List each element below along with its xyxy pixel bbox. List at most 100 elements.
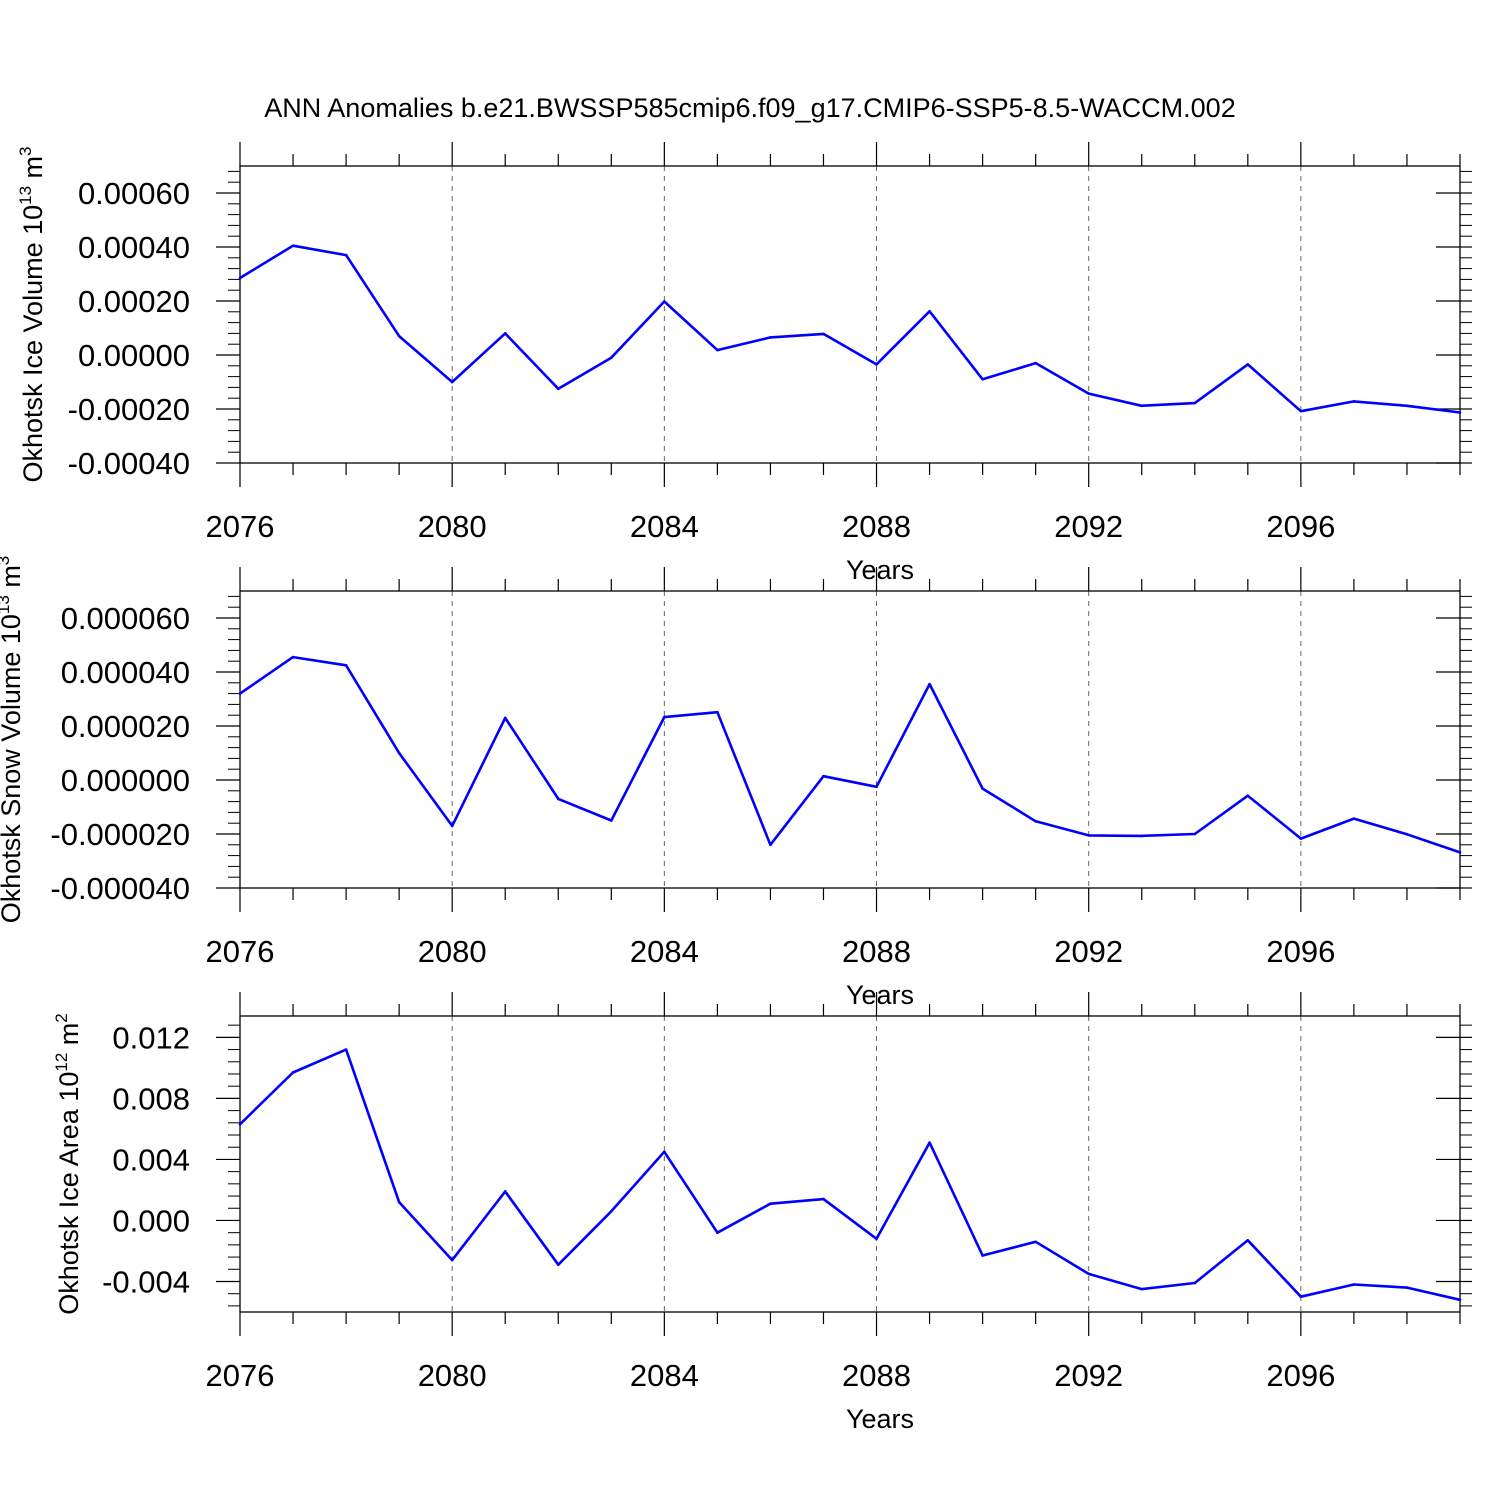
x-tick-label: 2080	[418, 509, 487, 544]
data-point	[450, 380, 454, 384]
data-point	[716, 710, 719, 714]
data-point	[344, 663, 348, 667]
data-point	[769, 1202, 772, 1205]
panels: 0.00060 0.00040 0.00020 0.00000 -0.00020 -0.0…	[0, 142, 1472, 1434]
data-point	[1087, 1272, 1090, 1276]
data-point	[291, 1071, 295, 1074]
data-point	[450, 1258, 454, 1262]
data-point	[610, 356, 613, 360]
y-tick-label: 0.00040	[78, 230, 190, 265]
data-point	[503, 716, 507, 720]
x-tick-label: 2080	[418, 1358, 487, 1393]
data-point	[822, 774, 825, 778]
y-tick-label: 0.000040	[61, 655, 190, 690]
data-point	[1193, 401, 1197, 405]
x-tick-label: 2088	[842, 509, 911, 544]
data-point	[344, 253, 348, 257]
data-point	[1299, 1295, 1303, 1299]
data-point	[663, 1150, 666, 1154]
data-point	[981, 378, 984, 381]
data-point	[875, 363, 878, 366]
data-point	[1299, 837, 1303, 840]
figure-title: ANN Anomalies b.e21.BWSSP585cmip6.f09_g1…	[264, 93, 1235, 123]
data-point	[610, 1209, 613, 1213]
x-tick-label: 2088	[842, 1358, 911, 1393]
x-axis-label: Years	[846, 1404, 914, 1434]
y-tick-label: 0.000020	[61, 709, 190, 744]
data-point	[1140, 1287, 1144, 1291]
data-point	[981, 787, 984, 790]
data-point	[1087, 834, 1090, 837]
data-point	[238, 1123, 242, 1126]
data-point	[716, 1231, 719, 1234]
data-point	[1193, 1281, 1197, 1285]
y-tick-label: 0.000060	[61, 601, 190, 636]
x-tick-label: 2092	[1054, 509, 1123, 544]
y-tick-label: 0.000	[112, 1203, 190, 1238]
chart-panel-3: 0.012 0.008 0.004 0.000 -0.004 2076 2080 2084 20…	[52, 992, 1472, 1434]
data-point	[1458, 851, 1462, 854]
data-point	[1246, 794, 1250, 797]
data-point	[556, 387, 560, 391]
data-point	[503, 332, 507, 335]
data-point	[769, 843, 772, 847]
data-point	[397, 1200, 401, 1204]
data-point	[238, 692, 242, 695]
data-point	[291, 655, 295, 659]
plot-frame	[239, 590, 1461, 889]
data-point	[1034, 361, 1037, 365]
data-point	[822, 1197, 825, 1201]
data-point	[397, 334, 401, 338]
y-tick-label: 0.000000	[61, 763, 190, 798]
data-point	[1034, 1240, 1037, 1244]
data-point	[1140, 834, 1144, 838]
x-axis-label: Years	[846, 555, 914, 585]
y-tick-label: 0.00000	[78, 338, 190, 373]
data-point	[875, 785, 878, 789]
plot-frame	[239, 1015, 1461, 1313]
y-tick-label: 0.00020	[78, 284, 190, 319]
data-point	[716, 348, 719, 352]
series-line	[239, 1048, 1461, 1302]
series-line	[239, 655, 1461, 854]
y-tick-label: -0.00020	[68, 392, 190, 427]
data-point	[450, 824, 454, 828]
data-point	[663, 300, 666, 303]
y-tick-label: -0.00040	[68, 446, 190, 481]
x-tick-label: 2084	[630, 1358, 699, 1393]
data-point	[822, 332, 825, 336]
data-point	[1246, 1238, 1250, 1242]
data-point	[556, 1263, 560, 1267]
data-point	[1246, 363, 1250, 366]
data-point	[981, 1254, 984, 1257]
data-point	[397, 751, 401, 755]
x-tick-label: 2088	[842, 934, 911, 969]
x-tick-label: 2096	[1266, 934, 1335, 969]
data-point	[291, 244, 295, 247]
series-line	[239, 244, 1461, 414]
y-tick-label: -0.004	[102, 1264, 190, 1299]
x-tick-label: 2096	[1266, 1358, 1335, 1393]
x-tick-label: 2092	[1054, 934, 1123, 969]
data-point	[610, 819, 613, 822]
x-tick-label: 2084	[630, 509, 699, 544]
data-point	[1352, 1283, 1356, 1286]
data-point	[1405, 832, 1409, 836]
data-point	[928, 309, 931, 313]
y-tick-label: -0.000040	[50, 871, 190, 906]
x-tick-label: 2076	[206, 1358, 275, 1393]
x-axis-label: Years	[846, 980, 914, 1010]
data-point	[1087, 392, 1090, 395]
x-tick-label: 2076	[206, 934, 275, 969]
data-point	[1034, 820, 1037, 823]
x-tick-label: 2096	[1266, 509, 1335, 544]
y-axis-label: Okhotsk Ice Area 1012 m2	[52, 1013, 84, 1315]
y-tick-label: -0.000020	[50, 817, 190, 852]
data-point	[1458, 1298, 1462, 1302]
y-axis-label: Okhotsk Ice Volume 1013 m3	[16, 146, 48, 482]
y-axis-label: Okhotsk Snow Volume 1013 m3	[0, 556, 26, 924]
data-point	[928, 682, 931, 686]
y-tick-label: 0.008	[112, 1081, 190, 1116]
data-point	[503, 1190, 507, 1193]
